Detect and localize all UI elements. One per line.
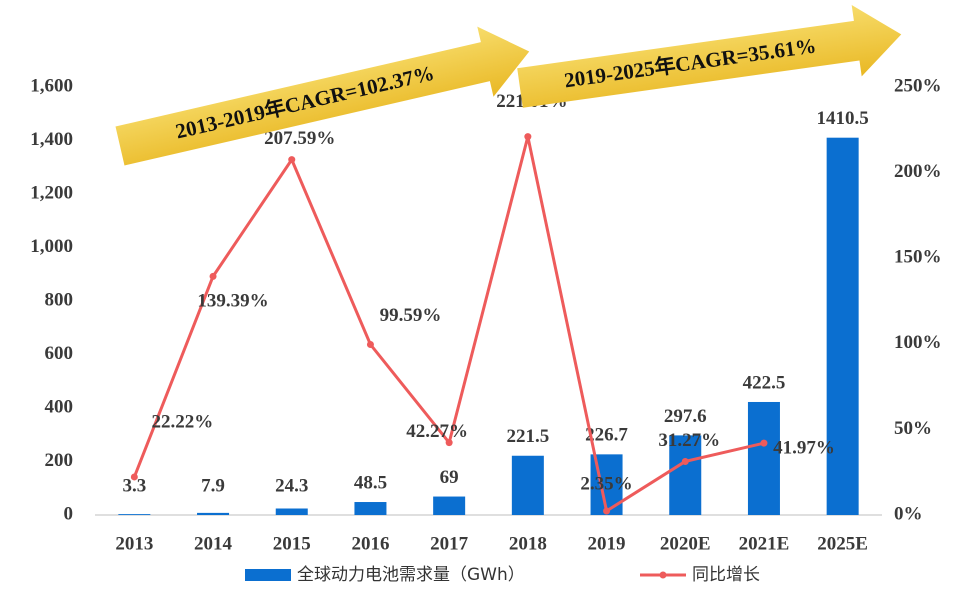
bar — [826, 137, 859, 515]
bar-label: 422.5 — [743, 372, 786, 393]
y-tick-label: 1,000 — [30, 236, 73, 257]
y2-tick-label: 250% — [894, 75, 942, 96]
line-point — [524, 133, 532, 141]
arrow-2: 2019-2025年CAGR=35.61% — [517, 5, 902, 108]
x-tick-label: 2020E — [660, 533, 711, 554]
line-label: 22.22% — [151, 411, 213, 432]
line-point — [681, 457, 689, 465]
bar-label: 69 — [440, 467, 459, 488]
y-tick-label: 1,400 — [30, 129, 73, 150]
y2-tick-label: 50% — [894, 418, 932, 439]
bar-label: 1410.5 — [817, 108, 869, 129]
y-tick-label: 400 — [45, 396, 74, 417]
bar — [118, 514, 151, 515]
bar-label: 221.5 — [506, 426, 549, 447]
bar — [511, 455, 544, 515]
line-label: 41.97% — [773, 438, 835, 459]
bar-label: 24.3 — [275, 475, 308, 496]
line-label: 139.39% — [197, 291, 268, 312]
y-tick-label: 200 — [45, 450, 74, 471]
x-tick-label: 2015 — [273, 533, 311, 554]
x-tick-label: 2021E — [739, 533, 790, 554]
y-tick-label: 800 — [45, 289, 74, 310]
line-point — [288, 156, 296, 164]
x-tick-label: 2019 — [588, 533, 626, 554]
x-tick-label: 2018 — [509, 533, 547, 554]
y2-tick-label: 100% — [894, 332, 942, 353]
y2-tick-label: 200% — [894, 161, 942, 182]
y2-tick-label: 150% — [894, 247, 942, 268]
bar — [197, 512, 230, 515]
line-label: 207.59% — [264, 128, 335, 149]
x-tick-label: 2013 — [115, 533, 153, 554]
bar — [354, 502, 387, 515]
line-point — [760, 439, 768, 447]
arrow-1: 2013-2019年CAGR=102.37% — [115, 26, 530, 166]
line-point — [603, 507, 611, 515]
line-point — [445, 439, 453, 447]
plot: 0 200 400 600 800 1,000 1,200 1,400 1,600 0% 50% 10… — [30, 75, 941, 585]
line-point — [366, 341, 374, 349]
y2-tick-label: 0% — [894, 503, 923, 524]
line-point — [209, 272, 217, 280]
y-tick-label: 1,600 — [30, 75, 73, 96]
line-label: 2.35% — [580, 473, 632, 494]
x-tick-label: 2017 — [430, 533, 469, 554]
line-label: 31.27% — [658, 430, 720, 451]
bar — [433, 496, 466, 515]
x-tick-label: 2016 — [351, 533, 389, 554]
legend-swatch — [245, 569, 291, 581]
bar-label: 48.5 — [354, 472, 387, 493]
bar — [747, 401, 780, 515]
legend-swatch — [659, 571, 667, 579]
y-tick-label: 1,200 — [30, 182, 73, 203]
line-label: 99.59% — [380, 305, 442, 326]
x-tick-label: 2025E — [817, 533, 868, 554]
bar — [275, 508, 308, 515]
y-tick-label: 600 — [45, 343, 74, 364]
x-tick-label: 2014 — [194, 533, 233, 554]
line-label: 42.27% — [406, 421, 468, 442]
bar-label: 3.3 — [122, 475, 146, 496]
bar-label: 7.9 — [201, 475, 225, 496]
line-point — [130, 473, 138, 481]
bar-label: 297.6 — [664, 406, 707, 427]
legend-text: 全球动力电池需求量（GWh） — [297, 565, 525, 585]
bar-label: 226.7 — [585, 425, 628, 446]
legend-text: 同比增长 — [692, 565, 760, 585]
y-tick-label: 0 — [64, 503, 74, 524]
bar — [669, 435, 702, 515]
